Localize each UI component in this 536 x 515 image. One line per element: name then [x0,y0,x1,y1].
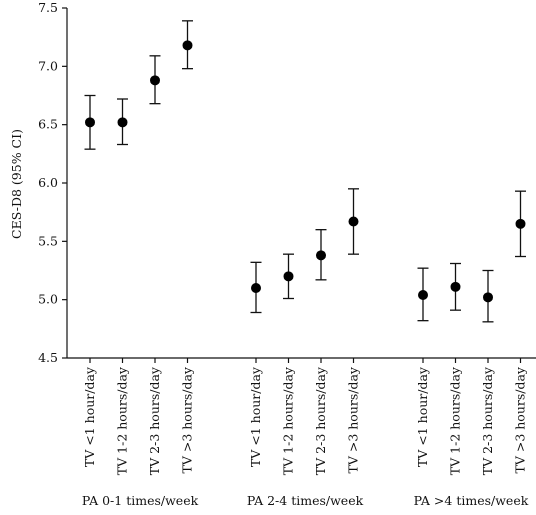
x-tick-label: TV >3 hours/day [513,366,528,473]
data-point [418,290,428,300]
y-tick-label: 5.5 [38,233,58,248]
data-point [117,117,128,128]
data-point [150,75,160,86]
group-3: TV <1 hour/day TV 1-2 hours/day TV 2-3 hou… [414,190,529,508]
y-tick-label: 6.0 [38,175,58,190]
x-tick-label: TV 2-3 hours/day [147,366,162,475]
data-point [515,218,526,229]
data-point [283,271,294,282]
groups: TV <1 hour/day TV 1-2 hours/day TV 2-3 hou… [82,20,529,508]
y-tick-label: 7.0 [38,58,58,73]
data-point [182,40,193,51]
x-tick-label: TV >3 hours/day [180,366,195,473]
x-tick-label: TV 1-2 hours/day [281,366,296,475]
group-1: TV <1 hour/day TV 1-2 hours/day TV 2-3 hou… [82,20,199,508]
data-point [316,250,326,261]
y-tick-label: 6.5 [38,117,58,132]
y-ticks: 4.5 5.0 5.5 6.0 6.5 7.0 7.5 [38,0,67,365]
data-point [85,117,95,128]
group-2: TV <1 hour/day TV 1-2 hours/day TV 2-3 hou… [247,188,364,508]
data-point [483,292,493,303]
group-label: PA 2-4 times/week [247,493,364,508]
data-point [450,281,461,292]
x-tick-label: TV >3 hours/day [346,366,361,473]
x-tick-label: TV 1-2 hours/day [115,366,130,475]
data-point [251,283,261,293]
x-tick-label: TV <1 hour/day [82,366,97,467]
group-label: PA >4 times/week [414,493,529,508]
x-tick-label: TV 2-3 hours/day [313,366,328,475]
x-tick-label: TV <1 hour/day [415,366,430,467]
group-label: PA 0-1 times/week [82,493,199,508]
data-point [348,216,359,227]
x-tick-label: TV 1-2 hours/day [448,366,463,475]
y-tick-label: 7.5 [38,0,58,15]
x-tick-label: TV <1 hour/day [248,366,263,467]
y-tick-label: 5.0 [38,292,58,307]
y-axis-title: CES-D8 (95% CI) [9,129,24,239]
y-tick-label: 4.5 [38,350,58,365]
x-tick-label: TV 2-3 hours/day [480,366,495,475]
